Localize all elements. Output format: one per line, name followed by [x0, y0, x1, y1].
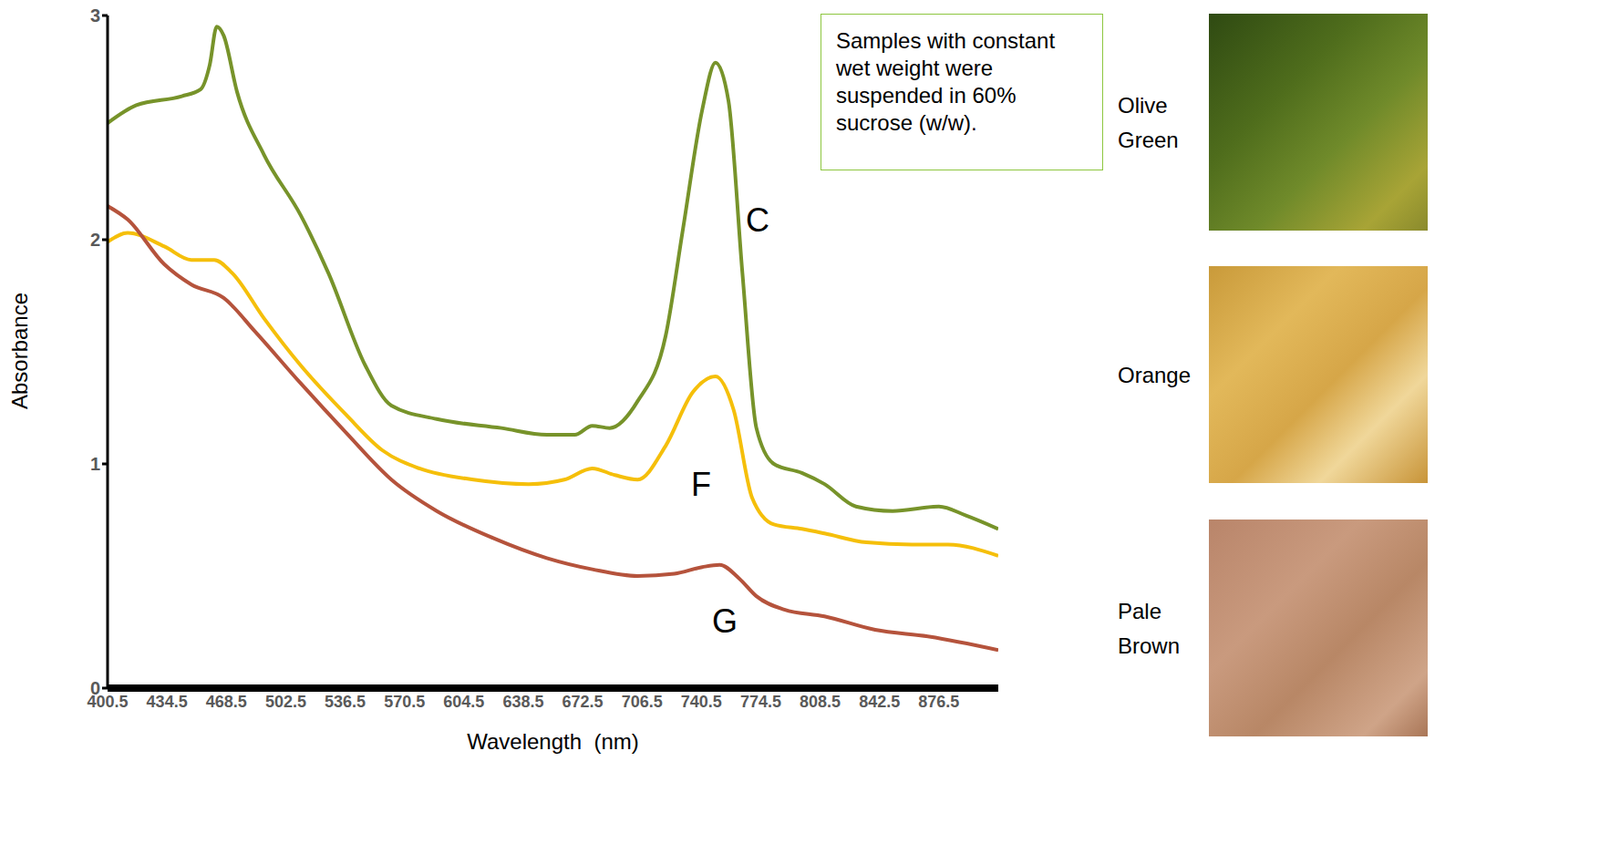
html-text:G: G [712, 602, 738, 640]
svg-text:400.5: 400.5 [87, 692, 129, 711]
html-text:Orange: Orange [1117, 362, 1191, 388]
html-text:C: C [745, 201, 770, 239]
svg-text:536.5: 536.5 [324, 692, 366, 712]
svg-text:434.5: 434.5 [146, 692, 188, 712]
svg-text:808.5: 808.5 [799, 692, 841, 712]
html-text:F: F [691, 465, 712, 504]
svg-text:876.5: 876.5 [918, 692, 960, 712]
svg-text:570.5: 570.5 [383, 692, 425, 712]
svg-text:1: 1 [90, 454, 101, 475]
svg-text:774.5: 774.5 [740, 692, 782, 712]
svg-text:740.5: 740.5 [681, 692, 723, 712]
html-text:Wavelength (nm): Wavelength (nm) [466, 729, 639, 754]
svg-text:3: 3 [90, 5, 101, 26]
svg-text:604.5: 604.5 [443, 692, 485, 712]
svg-text:0: 0 [90, 678, 101, 699]
svg-text:468.5: 468.5 [206, 692, 248, 712]
svg-text:502.5: 502.5 [265, 692, 307, 712]
html-text:Pale Brown: Pale Brown [1117, 598, 1180, 659]
svg-text:672.5: 672.5 [562, 692, 604, 712]
svg-text:2: 2 [90, 229, 101, 250]
html-text:Olive Green: Olive Green [1117, 92, 1179, 153]
svg-text:842.5: 842.5 [858, 692, 900, 712]
html-text:Samples with constant wet weig: Samples with constant wet weight were su… [836, 28, 1055, 135]
svg-text:706.5: 706.5 [621, 692, 663, 712]
svg-text:638.5: 638.5 [502, 692, 544, 712]
html-text:Absorbance: Absorbance [7, 292, 32, 410]
